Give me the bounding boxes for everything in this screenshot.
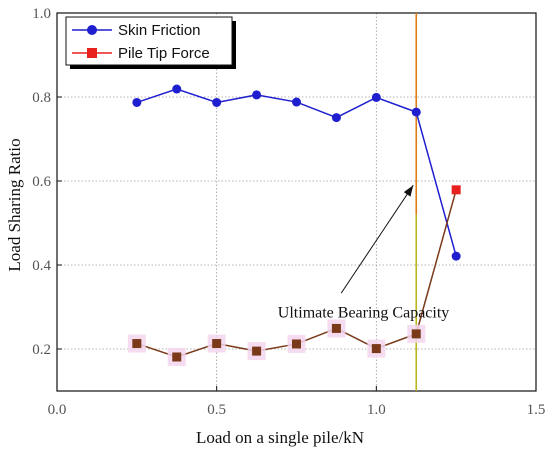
skin-friction-point xyxy=(451,251,461,261)
skin-friction-point xyxy=(371,92,381,102)
annotation-arrowhead xyxy=(403,185,414,197)
x-tick-label: 1.5 xyxy=(527,402,546,418)
annotation-text: Ultimate Bearing Capacity xyxy=(278,305,450,322)
pile-tip-point xyxy=(292,339,301,349)
skin-friction-point xyxy=(411,107,421,117)
y-tick-label: 0.8 xyxy=(32,90,51,106)
x-tick-label: 0.5 xyxy=(207,402,226,418)
skin-friction-point xyxy=(252,90,262,100)
annotation-layer: Ultimate Bearing Capacity xyxy=(278,184,450,322)
plot-area xyxy=(56,12,537,392)
pile-tip-point xyxy=(172,352,182,362)
pile-tip-point xyxy=(212,339,222,349)
pile-tip-point xyxy=(411,329,421,339)
legend-marker-pile-tip-force xyxy=(87,48,97,58)
legend-label-skin-friction: Skin Friction xyxy=(118,22,201,39)
axis-ticks: 0.0 0.5 1.0 1.5 0.2 0.4 0.6 0.8 1.0 xyxy=(32,6,545,418)
legend-label-pile-tip-force: Pile Tip Force xyxy=(118,45,210,62)
skin-friction-point xyxy=(212,97,222,107)
pile-tip-point xyxy=(451,185,461,195)
legend-marker-skin-friction xyxy=(87,25,97,35)
annotation-arrow xyxy=(340,184,414,294)
skin-friction-point xyxy=(292,97,301,107)
x-tick-label: 0.0 xyxy=(48,402,67,418)
y-tick-label: 1.0 xyxy=(32,6,51,22)
pile-tip-point xyxy=(132,339,142,349)
y-axis-title: Load Sharing Ratio xyxy=(5,138,24,271)
y-tick-label: 0.6 xyxy=(32,174,51,190)
x-axis-title: Load on a single pile/kN xyxy=(196,428,364,447)
skin-friction-point xyxy=(331,113,341,123)
grid-lines xyxy=(57,13,536,391)
skin-friction-point xyxy=(132,97,142,107)
pile-tip-point xyxy=(252,346,262,356)
skin-friction-point xyxy=(172,84,182,94)
y-tick-label: 0.2 xyxy=(32,342,51,358)
y-tick-label: 0.4 xyxy=(32,258,51,274)
pile-tip-point xyxy=(371,344,381,354)
x-tick-label: 1.0 xyxy=(367,402,386,418)
legend: Skin Friction Pile Tip Force xyxy=(65,16,236,69)
series-layer xyxy=(127,84,461,366)
series-line-0 xyxy=(136,88,457,257)
pile-tip-point xyxy=(331,323,341,333)
